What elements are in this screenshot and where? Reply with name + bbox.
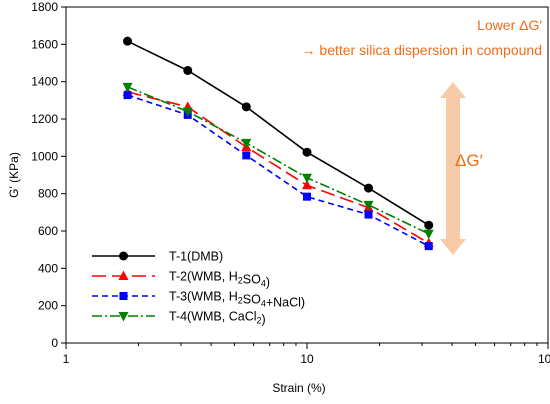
legend-marker <box>119 292 128 300</box>
y-tick-label: 0 <box>51 336 58 350</box>
y-tick-label: 1600 <box>31 37 58 51</box>
legend-marker <box>118 270 129 280</box>
y-tick-label: 1400 <box>31 75 58 89</box>
y-tick-label: 1000 <box>31 149 58 163</box>
data-point <box>122 82 133 93</box>
legend-entry: T-1(DMB) <box>92 250 223 264</box>
x-tick-label: 10 <box>300 352 314 366</box>
legend-label: T-1(DMB) <box>169 250 223 264</box>
legend-label: T-2(WMB, H2SO4) <box>169 270 270 290</box>
annotation-better-dispersion: → better silica dispersion in compound <box>302 42 542 58</box>
legend-entry: T-4(WMB, CaCl2) <box>92 310 266 327</box>
annotation-group: Lower ΔG′ → better silica dispersion in … <box>302 17 542 255</box>
double-arrow-icon <box>440 82 466 255</box>
legend-marker <box>119 251 128 261</box>
data-point <box>363 200 374 211</box>
series-line <box>127 94 430 247</box>
data-point <box>123 36 133 46</box>
data-point <box>302 179 312 190</box>
series-group <box>122 36 434 251</box>
data-point <box>364 183 374 193</box>
data-point <box>303 192 311 201</box>
legend-entry: T-2(WMB, H2SO4) <box>92 270 270 290</box>
y-axis-title: G' (KPa) <box>7 152 21 198</box>
data-point <box>241 102 251 112</box>
data-point <box>424 242 433 251</box>
data-point <box>242 151 251 160</box>
legend-label: T-3(WMB, H2SO4+NaCl) <box>169 290 305 310</box>
data-point <box>302 173 312 184</box>
data-point <box>424 220 434 230</box>
data-point <box>364 210 373 219</box>
series-line <box>127 40 430 226</box>
series-line <box>127 91 430 244</box>
x-axis-title: Strain (%) <box>272 381 325 395</box>
legend-marker <box>118 312 129 322</box>
data-point <box>182 107 193 118</box>
annotation-delta-g: ΔG′ <box>455 151 483 170</box>
series-3 <box>123 91 433 251</box>
y-tick-label: 400 <box>38 261 58 275</box>
data-point <box>423 229 434 240</box>
legend-label: T-4(WMB, CaCl2) <box>169 310 266 327</box>
series-1 <box>123 36 434 230</box>
data-point <box>183 65 193 75</box>
annotation-lower-delta-g: Lower ΔG′ <box>477 17 542 33</box>
y-tick-label: 600 <box>38 224 58 238</box>
y-tick-label: 1200 <box>31 112 58 126</box>
series-4 <box>122 82 434 240</box>
data-point <box>302 147 312 157</box>
x-tick-label: 1 <box>63 352 70 366</box>
data-point <box>241 138 252 149</box>
y-tick-label: 200 <box>38 299 58 313</box>
legend-entry: T-3(WMB, H2SO4+NaCl) <box>92 290 305 310</box>
series-line <box>127 86 430 235</box>
x-tick-label: 100 <box>538 352 550 366</box>
legend: T-1(DMB) T-2(WMB, H2SO4)T-3(WMB, H2SO4+Na… <box>92 250 305 327</box>
data-point <box>123 91 132 100</box>
y-tick-label: 800 <box>38 187 58 201</box>
axes-group: 0 200 400 600 800 1000 1200 1400 1600 1800 1 10 100 <box>31 0 550 366</box>
series-2 <box>122 86 434 248</box>
y-tick-label: 1800 <box>31 0 58 14</box>
